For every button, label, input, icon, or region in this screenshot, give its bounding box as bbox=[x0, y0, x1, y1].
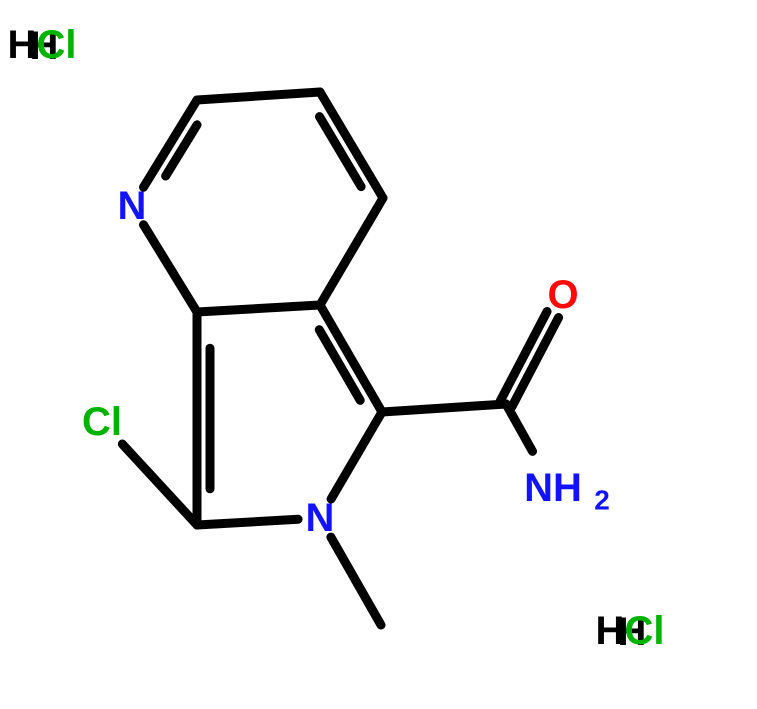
atom-N8: N bbox=[306, 496, 335, 540]
atom-N13-sub: 2 bbox=[594, 485, 610, 516]
molecule-diagram: NNClONH2HHHClHCl bbox=[0, 0, 757, 709]
fragment-hcl-1: HCl bbox=[596, 609, 665, 653]
fragment-hcl-0: HCl bbox=[8, 23, 77, 67]
atom-Cl10: Cl bbox=[82, 400, 122, 444]
atom-N1: N bbox=[118, 184, 147, 228]
atom-O12: O bbox=[547, 273, 578, 317]
atom-N13: NH bbox=[524, 466, 582, 510]
